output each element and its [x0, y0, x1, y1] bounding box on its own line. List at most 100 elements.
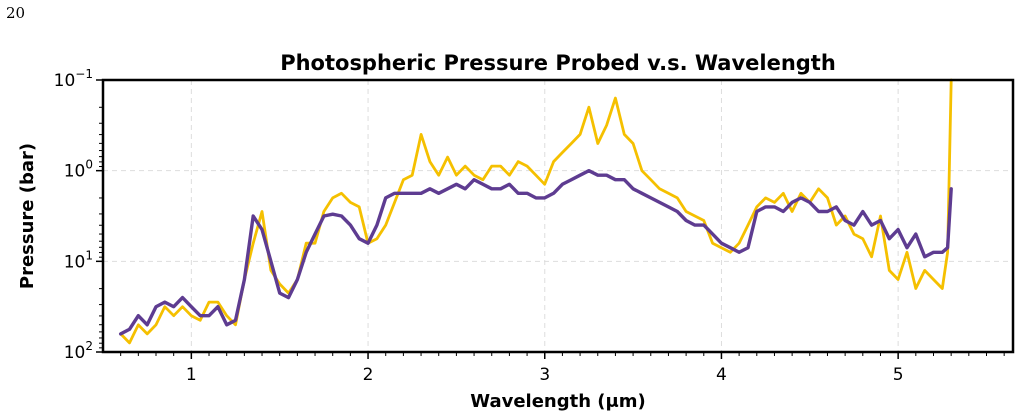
series-2-point: [164, 301, 166, 303]
series-2-point: [844, 219, 846, 222]
series-1-point: [588, 106, 590, 108]
series-1-point: [464, 165, 467, 167]
page-number: 20: [6, 4, 26, 22]
series-2-point: [119, 333, 122, 335]
series-1-point: [446, 156, 449, 158]
series-1-point: [923, 269, 926, 272]
series-1-point: [835, 224, 838, 226]
series-2-point: [367, 242, 369, 244]
series-1-point: [340, 192, 343, 195]
series-2-point: [526, 192, 528, 195]
series-2-point: [711, 233, 714, 235]
series-2-point: [181, 296, 184, 299]
x-tick-label: 2: [363, 365, 374, 385]
series-1-point: [614, 97, 617, 99]
series-1-point: [552, 160, 555, 163]
series-1-point: [623, 133, 626, 136]
series-1-point: [349, 201, 352, 204]
series-1-point: [543, 183, 546, 186]
series-1-point: [791, 210, 793, 213]
series-2-point: [561, 183, 564, 186]
series-2-point: [685, 219, 687, 222]
series-1-point: [915, 287, 917, 290]
series-2-point: [305, 251, 308, 254]
series-1-point: [172, 314, 175, 317]
series-1: [119, 78, 953, 345]
series-2-point: [358, 237, 361, 240]
y-tick-exponent: 1: [85, 248, 93, 262]
series-2-point: [649, 197, 652, 199]
series-1-point: [782, 192, 785, 195]
y-tick-base: 10: [64, 252, 86, 272]
series-1-point: [649, 178, 652, 181]
plot-frame: [101, 78, 1015, 354]
series-1-point: [658, 188, 661, 190]
series-2-point: [755, 210, 758, 213]
series-1-point: [128, 342, 131, 344]
y-tick-exponent: −1: [75, 67, 93, 81]
series-1-point: [164, 305, 166, 308]
series-2-point: [694, 224, 696, 226]
y-tick-base: 10: [54, 71, 76, 91]
series-1-point: [570, 142, 573, 145]
series-1-point: [393, 201, 396, 204]
series-2-point: [853, 224, 855, 226]
series-1-point: [199, 319, 201, 322]
series-2-point: [543, 197, 546, 199]
series-1-point: [685, 210, 687, 213]
series-1-point: [764, 197, 767, 199]
y-tick-label: 102: [64, 339, 93, 363]
series-2-point: [897, 228, 899, 231]
series-1-point: [888, 269, 891, 272]
series-1-point: [146, 333, 148, 335]
series-2-point: [331, 213, 334, 215]
series-2-point: [420, 192, 422, 195]
series-2-point: [208, 314, 210, 317]
series-2-point: [429, 188, 431, 190]
series-2-point: [641, 192, 643, 195]
series-1-point: [932, 278, 935, 281]
series-1-point: [411, 174, 414, 176]
series-2-point: [658, 201, 661, 204]
series-1-point: [773, 201, 776, 204]
y-tick-base: 10: [64, 343, 86, 363]
series-2-point: [632, 188, 634, 190]
y-tick-base: 10: [64, 162, 86, 182]
series-2-point: [217, 305, 219, 308]
series-1-point: [455, 174, 458, 176]
series-1-point: [429, 160, 431, 163]
series-2-point: [946, 246, 949, 249]
series-1-point: [278, 283, 281, 285]
series-1-point: [879, 215, 882, 217]
series-1-point: [331, 197, 334, 199]
series-2-point: [455, 183, 458, 186]
series-2-point: [464, 188, 467, 190]
series-2-point: [270, 260, 272, 263]
series-2-point: [517, 192, 520, 195]
series-1-point: [490, 165, 493, 167]
series-1-point: [181, 305, 184, 308]
series-1-point: [508, 174, 511, 176]
series-1-line: [119, 78, 953, 345]
series-2-point: [932, 251, 935, 254]
series-1-point: [826, 197, 829, 199]
series-2-point: [702, 224, 705, 226]
series-2-point: [234, 319, 237, 322]
x-tick-label: 1: [186, 365, 197, 385]
series-1-point: [137, 324, 140, 326]
series-2-point: [535, 197, 537, 199]
series-2-point: [862, 210, 864, 213]
y-axis-label: Pressure (bar): [17, 143, 38, 289]
series-2-point: [508, 183, 511, 186]
series-1-point: [702, 219, 705, 222]
series-1-point: [323, 210, 325, 213]
series-2-point: [720, 242, 723, 244]
series-2-point: [499, 188, 502, 190]
series-1-point: [225, 314, 228, 317]
y-tick-label: 10−1: [54, 67, 93, 91]
series-2-point: [879, 219, 882, 222]
series-1-point: [473, 174, 475, 176]
series-2-point: [764, 206, 767, 208]
series-2-point: [826, 210, 829, 213]
series-2-point: [923, 255, 926, 258]
